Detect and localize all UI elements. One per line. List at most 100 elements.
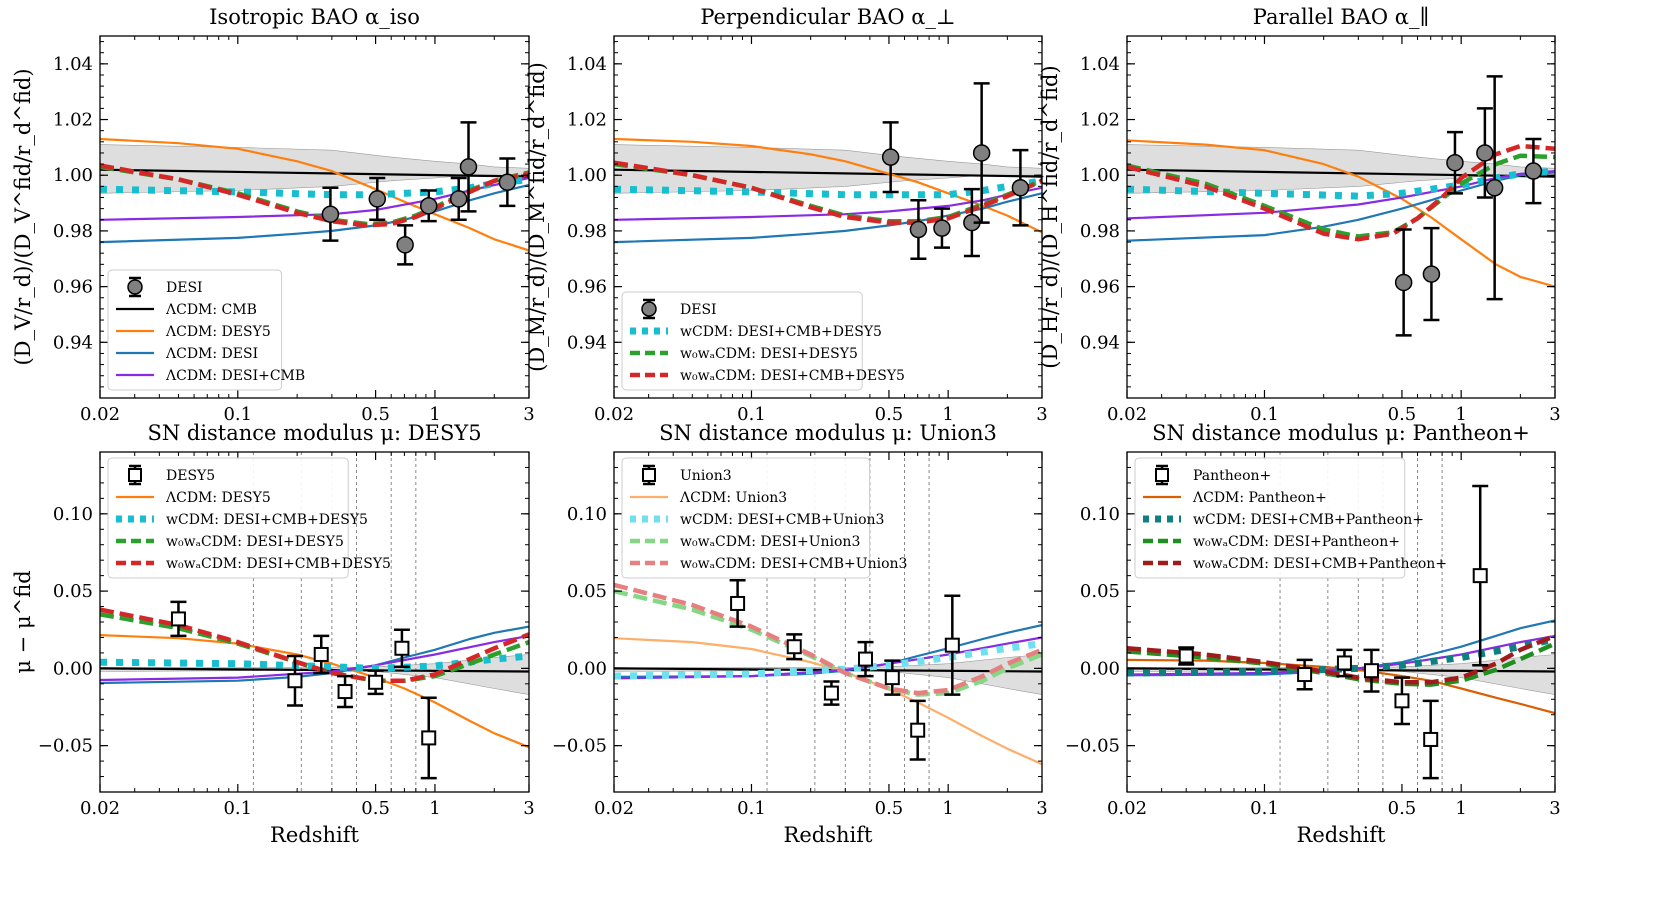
data-point	[1476, 107, 1494, 199]
x-tick-label: 0.5	[1388, 404, 1417, 425]
y-tick-label: 0.94	[567, 332, 607, 353]
data-marker	[933, 219, 951, 237]
data-point	[1336, 648, 1353, 678]
data-point	[1422, 226, 1441, 322]
data-point	[498, 157, 517, 208]
legend-label: ΛCDM: DESY5	[165, 490, 271, 506]
x-tick-label: 0.1	[1250, 798, 1279, 819]
x-tick-label: 3	[1549, 798, 1560, 819]
data-point	[313, 634, 330, 675]
legend-entry: wCDM: DESI+CMB+Pantheon+	[1143, 512, 1424, 528]
y-tick-label: 0.94	[53, 332, 93, 353]
plot-area	[614, 452, 1042, 792]
x-tick-label: 0.1	[223, 798, 252, 819]
y-tick-label: 0.00	[1080, 658, 1120, 679]
legend-label: w₀wₐCDM: DESI+Union3	[680, 534, 860, 550]
x-tick-label: 0.5	[361, 798, 390, 819]
legend-marker	[1155, 468, 1169, 482]
legend-entry: ΛCDM: DESI+CMB	[116, 368, 305, 384]
legend-entry: w₀wₐCDM: DESI+Union3	[630, 534, 860, 550]
data-point	[909, 199, 928, 261]
legend-entry: ΛCDM: Pantheon+	[1143, 490, 1327, 506]
y-tick-label: 1.04	[53, 54, 93, 75]
data-point	[1178, 646, 1195, 666]
y-tick-label: 1.02	[1080, 110, 1120, 131]
x-axis-label: Redshift	[270, 823, 359, 847]
legend-entry: w₀wₐCDM: DESI+Pantheon+	[1143, 534, 1400, 550]
legend-label: Union3	[680, 468, 732, 484]
data-marker	[396, 236, 414, 254]
x-tick-label: 1	[1455, 404, 1466, 425]
y-tick-label: 1.04	[1080, 54, 1120, 75]
series-line-cdm-union3	[614, 637, 1042, 766]
legend-label: ΛCDM: CMB	[165, 302, 257, 318]
legend-entry: DESI	[127, 276, 203, 298]
panel-title: Perpendicular BAO α_⊥	[700, 5, 955, 29]
legend-label: wCDM: DESI+CMB+Pantheon+	[1193, 512, 1424, 528]
data-marker	[1394, 273, 1413, 292]
x-tick-label: 1	[1455, 798, 1466, 819]
y-tick-label: 0.00	[567, 658, 607, 679]
legend-marker	[128, 468, 142, 482]
legend-entry: ΛCDM: DESI	[116, 346, 258, 362]
plot-area	[100, 452, 529, 792]
data-marker	[394, 640, 410, 656]
x-tick-label: 0.1	[737, 404, 766, 425]
x-tick-label: 0.1	[223, 404, 252, 425]
series-line-wcdm-desi-cmb-desy5	[1127, 167, 1555, 200]
series-line-wcdm-desi-cmb-desy5	[614, 177, 1042, 199]
data-point	[337, 674, 354, 709]
legend-label: ΛCDM: DESI+CMB	[165, 368, 305, 384]
data-point	[1485, 75, 1504, 301]
data-point	[1296, 658, 1313, 691]
y-tick-label: 0.96	[53, 277, 93, 298]
series-line-w0wacdm-desi-cmb-desy5	[1127, 143, 1555, 242]
data-marker	[368, 190, 387, 208]
y-tick-label: 1.02	[567, 110, 607, 131]
panel-title: SN distance modulus μ: Pantheon+	[1152, 421, 1530, 445]
legend-entry: w₀wₐCDM: DESI+DESY5	[630, 346, 858, 362]
y-tick-label: 1.00	[1080, 165, 1120, 186]
series-line-w0wacdm-desi-pantheon	[1127, 641, 1555, 687]
x-tick-label: 0.1	[737, 798, 766, 819]
data-marker	[1178, 648, 1194, 664]
data-point	[1394, 228, 1413, 337]
data-point	[1472, 484, 1489, 667]
data-marker	[1446, 153, 1464, 172]
data-marker	[287, 673, 303, 689]
legend-entry: wCDM: DESI+CMB+DESY5	[630, 324, 882, 340]
legend-entry: DESI	[641, 298, 717, 320]
data-point	[321, 186, 340, 242]
data-point	[944, 594, 961, 696]
y-tick-label: 0.94	[1080, 332, 1120, 353]
plot-area	[1127, 452, 1555, 792]
legend-marker	[127, 279, 143, 295]
y-tick-label: −0.05	[38, 736, 93, 757]
series-line-cdm-desi	[100, 183, 529, 244]
x-axis-label: Redshift	[784, 823, 873, 847]
x-tick-label: 1	[942, 404, 953, 425]
data-marker	[1011, 179, 1030, 197]
y-tick-label: 1.00	[53, 165, 93, 186]
x-tick-label: 1	[429, 404, 440, 425]
data-point	[368, 176, 387, 222]
axes-frame	[99, 35, 530, 399]
data-point	[1393, 676, 1410, 726]
data-point	[909, 699, 926, 761]
series-line-cdm-desy5	[1127, 139, 1555, 288]
legend-label: DESY5	[166, 468, 215, 484]
data-marker	[972, 144, 991, 162]
data-point	[933, 207, 951, 249]
data-point	[1422, 699, 1439, 780]
series-line-w0wacdm-desi-cmb-desy5	[100, 163, 529, 228]
legend-box	[107, 269, 283, 391]
legend-marker	[641, 301, 657, 317]
legend-box	[1134, 457, 1406, 579]
panel-title: SN distance modulus μ: Union3	[659, 421, 997, 445]
data-marker	[786, 639, 802, 655]
y-tick-label: 0.05	[567, 581, 607, 602]
legend-entry: w₀wₐCDM: DESI+CMB+Union3	[630, 556, 907, 572]
data-point	[972, 82, 991, 224]
y-tick-label: 0.98	[567, 221, 607, 242]
x-tick-label: 3	[523, 404, 534, 425]
